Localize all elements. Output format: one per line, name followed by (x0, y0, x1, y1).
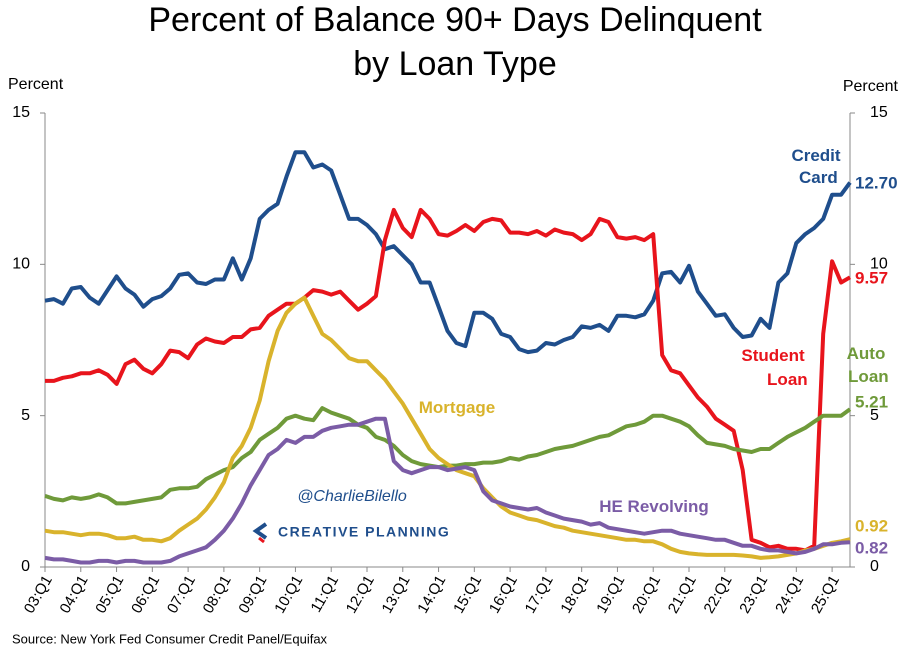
x-tick-label: 03:Q1 (21, 572, 56, 616)
y2-tick-label: 5 (870, 407, 879, 424)
y2-axis-label: Percent (843, 78, 899, 95)
watermark: @CharlieBilello (297, 488, 407, 505)
series-label: Credit Card (791, 146, 840, 187)
y2-tick-label: 10 (870, 256, 888, 273)
y-tick-label: 15 (12, 104, 30, 121)
x-tick-label: 24:Q1 (772, 572, 807, 616)
end-value-label: 0.82 (855, 538, 888, 557)
y2-tick-label: 0 (870, 558, 879, 575)
y-tick-label: 0 (21, 558, 30, 575)
x-tick-label: 18:Q1 (557, 572, 592, 616)
x-tick-label: 23:Q1 (736, 572, 771, 616)
y-tick-label: 10 (12, 256, 30, 273)
series-line (45, 207, 852, 553)
end-value-label: 12.70 (855, 173, 898, 192)
x-tick-label: 14:Q1 (414, 572, 449, 616)
series-line (44, 295, 851, 560)
chart-title: by Loan Type (353, 45, 557, 83)
series-line (44, 150, 852, 355)
series-label: Auto Loan (843, 344, 888, 386)
x-tick-label: 04:Q1 (57, 572, 92, 616)
logo-text: CREATIVE PLANNING (278, 524, 450, 540)
series-label: Student Loan (741, 346, 807, 389)
x-tick-label: 21:Q1 (665, 572, 700, 616)
x-tick-label: 06:Q1 (128, 572, 163, 616)
logo-icon (252, 522, 268, 544)
x-tick-label: 22:Q1 (701, 572, 736, 616)
x-tick-label: 12:Q1 (343, 572, 378, 616)
x-tick-label: 16:Q1 (486, 572, 521, 616)
y2-tick-label: 15 (870, 104, 888, 121)
x-tick-label: 11:Q1 (308, 572, 343, 615)
chart-title: Percent of Balance 90+ Days Delinquent (148, 1, 762, 39)
end-value-label: 9.57 (855, 268, 888, 287)
series-line (44, 406, 852, 506)
x-tick-label: 17:Q1 (522, 572, 557, 616)
x-tick-label: 19:Q1 (593, 572, 628, 616)
y-tick-label: 5 (21, 407, 30, 424)
x-tick-label: 15:Q1 (450, 572, 485, 616)
source-note: Source: New York Fed Consumer Credit Pan… (12, 631, 328, 646)
end-value-label: 0.92 (855, 516, 888, 535)
x-tick-label: 25:Q1 (808, 572, 843, 616)
end-value-label: 5.21 (855, 392, 888, 411)
x-tick-label: 20:Q1 (629, 572, 664, 616)
x-tick-label: 13:Q1 (379, 572, 414, 616)
y-axis-label: Percent (8, 76, 64, 93)
series-line (44, 416, 851, 565)
series-label: Mortgage (419, 398, 496, 417)
series-label: HE Revolving (599, 497, 709, 516)
x-tick-label: 07:Q1 (164, 572, 199, 616)
x-tick-label: 05:Q1 (92, 572, 127, 616)
x-tick-label: 08:Q1 (200, 572, 235, 616)
x-tick-label: 10:Q1 (271, 572, 306, 616)
x-tick-label: 09:Q1 (235, 572, 270, 616)
